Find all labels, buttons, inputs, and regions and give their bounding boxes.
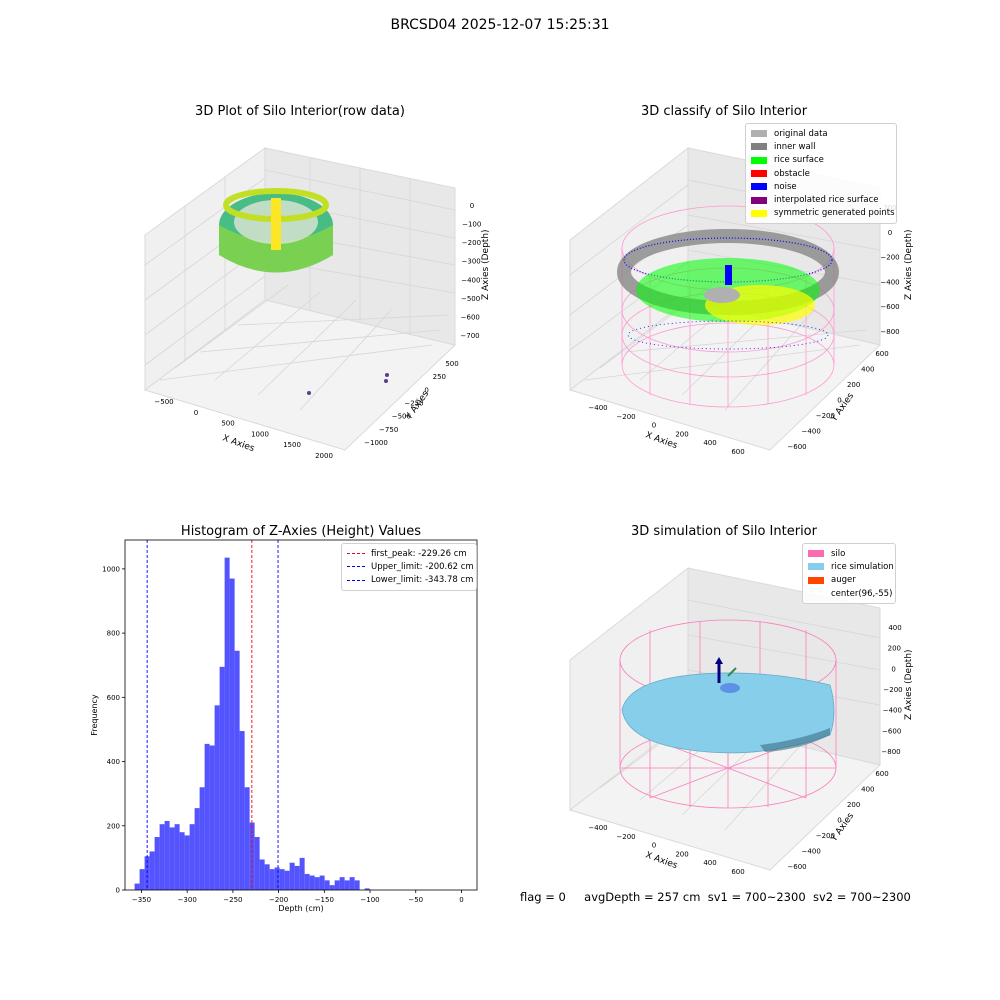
legend-item-rice-surface: rice surface [751, 154, 891, 167]
histogram-bar [189, 824, 195, 890]
histogram-bar [264, 864, 270, 890]
simulation-legend: silo rice simulation auger center(96,-55… [802, 543, 896, 605]
histogram-bar [219, 666, 225, 890]
x-tick-label: −100 [360, 896, 379, 904]
avg-depth-text: avgDepth = 257 cm [584, 890, 701, 904]
x-tick-label: −150 [315, 896, 334, 904]
y-tick-label: 800 [107, 630, 120, 638]
legend-item-original-data: original data [751, 127, 891, 140]
x-tick-label: 0 [459, 896, 463, 904]
histogram-bar [224, 557, 230, 890]
y-tick-label: 0 [116, 887, 120, 895]
histogram-bar [334, 880, 340, 890]
histogram-bar [284, 870, 290, 890]
histogram-bar [159, 824, 165, 890]
sv2-text: sv2 = 700~2300 [812, 890, 911, 904]
histogram-bar [174, 824, 180, 890]
sv1-text: sv1 = 700~2300 [707, 890, 806, 904]
histogram-bar [164, 820, 170, 890]
histogram-axes-frame [124, 539, 478, 891]
histogram-bar [349, 877, 355, 890]
y-tick-label: 400 [107, 758, 120, 766]
panel-title-raw: 3D Plot of Silo Interior(row data) [195, 104, 405, 119]
histogram-bar [209, 745, 215, 890]
histogram-bar [169, 827, 175, 890]
histogram-bar [339, 877, 345, 890]
y-tick-label: 200 [107, 822, 120, 830]
x-tick-label: −50 [408, 896, 423, 904]
histogram-bar [134, 883, 140, 890]
histogram-bar [244, 787, 250, 890]
histogram-bar [304, 873, 310, 890]
y-tick-label: 1000 [102, 565, 120, 573]
legend-item-silo: silo [808, 547, 890, 560]
status-footer: flag = 0 avgDepth = 257 cm sv1 = 700~230… [520, 890, 911, 904]
histogram-bar [344, 880, 350, 890]
histogram-bar [309, 875, 315, 890]
histogram-bar [274, 867, 280, 890]
histogram-bar [179, 832, 185, 890]
histogram-bar [139, 869, 145, 890]
legend-item-lower-limit: Lower_limit: -343.78 cm [347, 574, 473, 587]
histogram-bar [194, 808, 200, 890]
histogram-bar [354, 880, 360, 890]
legend-item-auger: auger [808, 574, 890, 587]
panel-title-histogram: Histogram of Z-Axies (Height) Values [180, 524, 422, 539]
histogram-bar [254, 837, 260, 890]
histogram-bar [204, 743, 210, 890]
histogram-y-ticks: 0 200 400 600 800 1000 [102, 565, 125, 895]
histogram-bar [154, 837, 160, 890]
histogram-legend: first_peak: -229.26 cm Upper_limit: -200… [341, 543, 477, 591]
figure-title: BRCSD04 2025-12-07 15:25:31 [390, 17, 610, 33]
histogram-bars [134, 557, 370, 890]
panel-title-classify: 3D classify of Silo Interior [640, 104, 808, 119]
legend-item-center: center(96,-55) [831, 588, 893, 599]
histogram-bar [279, 869, 285, 890]
legend-item-symmetric: symmetric generated points [751, 207, 895, 220]
histogram-bar [229, 578, 235, 890]
histogram-bar [269, 869, 275, 890]
histogram-bar [184, 835, 190, 890]
histogram-bar [299, 857, 305, 890]
legend-item-inner-wall: inner wall [751, 140, 891, 153]
histogram-bar [329, 885, 335, 890]
histogram-bar [149, 851, 155, 890]
x-tick-label: −250 [223, 896, 242, 904]
flag-text: flag = 0 [520, 890, 566, 904]
x-tick-label: −350 [132, 896, 151, 904]
legend-item-obstacle: obstacle [751, 167, 891, 180]
x-tick-label: −200 [269, 896, 288, 904]
histogram-x-label: Depth (cm) [278, 904, 323, 913]
histogram-bar [324, 880, 330, 890]
legend-item-upper-limit: Upper_limit: -200.62 cm [347, 560, 474, 573]
histogram-vlines [146, 540, 279, 890]
classify-legend: original data inner wall rice surface ob… [745, 123, 897, 225]
y-tick-label: 600 [107, 694, 120, 702]
histogram-bar [259, 859, 265, 890]
legend-item-interpolated: interpolated rice surface [751, 193, 891, 206]
histogram-y-label: Frequency [90, 694, 99, 736]
legend-item-noise: noise [751, 180, 891, 193]
histogram-bar [234, 650, 240, 890]
histogram-x-ticks: −350 −300 −250 −200 −150 −100 −50 0 [132, 890, 464, 904]
histogram-bar [214, 705, 220, 890]
histogram-bar [239, 731, 245, 890]
panel-title-simulation: 3D simulation of Silo Interior [631, 524, 817, 539]
legend-item-first-peak: first_peak: -229.26 cm [347, 547, 471, 560]
histogram-bar [289, 862, 295, 890]
histogram-bar [294, 865, 300, 890]
histogram-bar [319, 875, 325, 890]
histogram-bar [314, 877, 320, 890]
histogram-bar [144, 856, 150, 890]
histogram-bar [199, 787, 205, 890]
x-tick-label: −300 [178, 896, 197, 904]
legend-item-rice-simulation: rice simulation [808, 560, 894, 573]
histogram-bar [364, 888, 370, 890]
